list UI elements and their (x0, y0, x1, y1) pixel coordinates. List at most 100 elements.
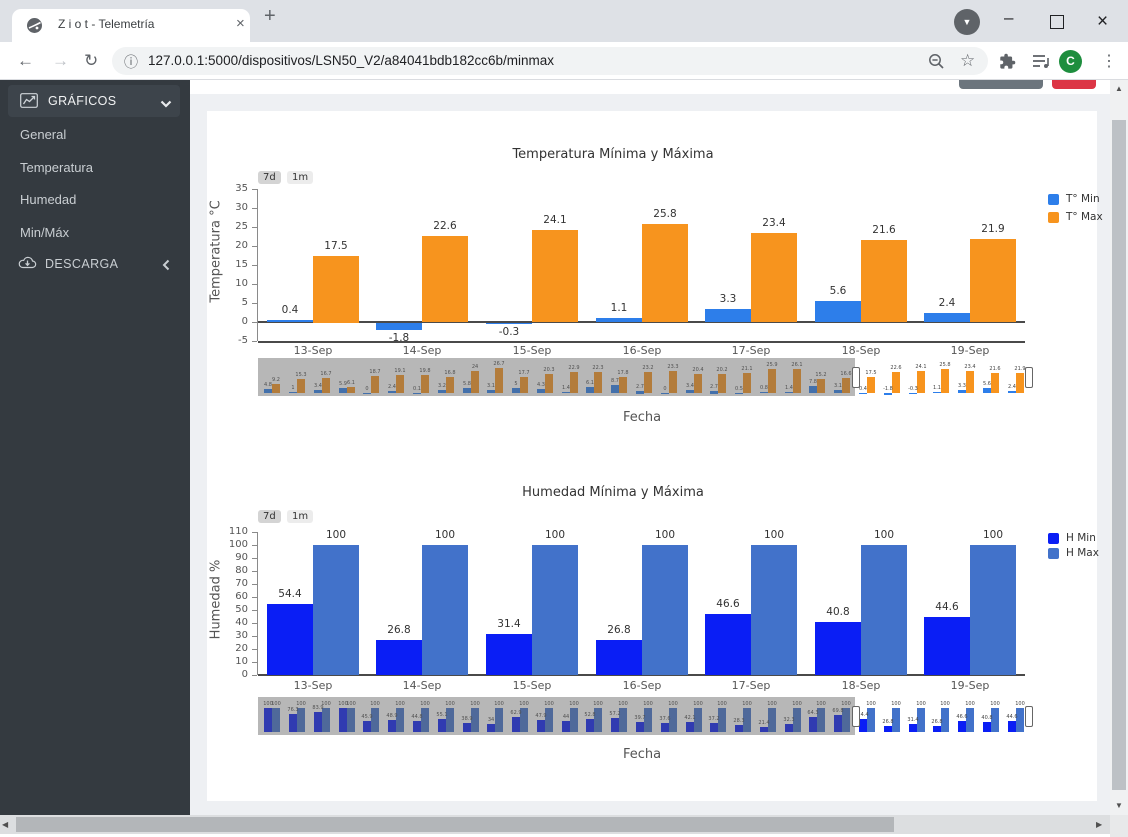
navigator-handle[interactable] (1025, 367, 1033, 388)
navigator-bar (842, 708, 850, 732)
hum-bar[interactable] (313, 545, 359, 675)
sidebar-item-general[interactable]: General (20, 127, 67, 142)
hum-bar[interactable] (751, 545, 797, 675)
hum-range-1m-button[interactable]: 1m (287, 510, 314, 523)
playlist-media-icon[interactable] (1032, 54, 1051, 74)
media-controls-button[interactable]: ▼ (954, 9, 980, 35)
hum-legend-max-label[interactable]: H Max (1066, 547, 1099, 559)
sidebar-header-graficos[interactable]: GRÁFICOS (8, 85, 180, 117)
horizontal-scrollbar-thumb[interactable] (16, 817, 894, 832)
hum-bar[interactable] (532, 545, 578, 675)
sidebar-header-label: GRÁFICOS (48, 94, 117, 108)
sidebar-item-humedad[interactable]: Humedad (20, 192, 77, 207)
temp-range-1m-button[interactable]: 1m (287, 171, 314, 184)
scroll-up-button[interactable]: ▲ (1115, 84, 1123, 93)
temp-legend-max-swatch[interactable] (1048, 212, 1059, 223)
navigator-bar-label: 57.2 (609, 711, 621, 717)
navigator-bar-label: 6.1 (586, 380, 594, 386)
navigator-bar (611, 385, 619, 393)
temp-bar[interactable] (313, 256, 359, 323)
scroll-right-button[interactable]: ▶ (1096, 820, 1103, 829)
hum-bar[interactable] (267, 604, 313, 675)
browser-tab[interactable]: Z i o t - Telemetría × (12, 9, 250, 42)
back-button[interactable]: ← (17, 51, 34, 70)
scroll-down-button[interactable]: ▼ (1115, 801, 1123, 810)
navigator-mask[interactable] (258, 697, 855, 735)
temp-bar[interactable] (376, 323, 422, 330)
temp-bar[interactable] (642, 224, 688, 322)
navigator-bar (917, 708, 925, 732)
hum-bar[interactable] (596, 640, 642, 675)
profile-avatar[interactable]: C (1059, 50, 1082, 73)
hum-x-tick-label: 15-Sep (512, 679, 552, 692)
forward-button[interactable]: → (52, 51, 69, 70)
zoom-out-icon[interactable] (928, 53, 945, 75)
secondary-button-partial[interactable] (959, 80, 1043, 89)
temp-legend-min-label[interactable]: T° Min (1066, 193, 1100, 205)
navigator-bar-label: 100 (346, 701, 356, 707)
sidebar-item-minmax[interactable]: Min/Máx (20, 225, 70, 240)
extensions-puzzle-icon[interactable] (999, 53, 1016, 75)
temp-bar[interactable] (486, 323, 532, 324)
favicon-globe-icon (26, 17, 43, 39)
temp-legend-min-swatch[interactable] (1048, 194, 1059, 205)
scroll-left-button[interactable]: ◀ (2, 820, 9, 829)
temp-bar[interactable] (970, 239, 1016, 322)
temp-bar-value-label: 3.3 (719, 293, 737, 305)
hum-bar[interactable] (486, 634, 532, 675)
hum-bar[interactable] (970, 545, 1016, 675)
temp-bar[interactable] (422, 236, 468, 322)
temp-bar[interactable] (532, 230, 578, 322)
hum-bar[interactable] (924, 617, 970, 675)
url-bar[interactable] (112, 47, 988, 75)
kebab-menu-icon[interactable]: ⋮ (1101, 53, 1117, 70)
sidebar-item-temperatura[interactable]: Temperatura (20, 160, 93, 175)
navigator-bar (314, 712, 322, 732)
navigator-bar-label: 21.4 (758, 720, 770, 726)
tab-close-icon[interactable]: × (236, 15, 245, 32)
navigator-handle[interactable] (852, 367, 860, 388)
hum-bar[interactable] (422, 545, 468, 675)
window-close-button[interactable]: × (1097, 11, 1109, 32)
temp-bar[interactable] (861, 240, 907, 322)
navigator-bar-label: 44.6 (1006, 714, 1018, 720)
navigator-bar (768, 369, 776, 393)
hum-bar[interactable] (705, 614, 751, 675)
navigator-bar-label: 3.4 (686, 383, 694, 389)
window-maximize-button[interactable] (1050, 15, 1064, 29)
temp-bar[interactable] (596, 318, 642, 322)
navigator-bar-label: 3.2 (438, 383, 446, 389)
navigator-bar-label: 24 (471, 364, 479, 370)
temp-legend-max-label[interactable]: T° Max (1066, 211, 1103, 223)
new-tab-button[interactable]: + (264, 5, 276, 27)
temp-bar[interactable] (924, 313, 970, 322)
tab-title: Z i o t - Telemetría (58, 17, 155, 31)
hum-bar[interactable] (376, 640, 422, 675)
danger-button-partial[interactable] (1052, 80, 1096, 89)
info-icon[interactable]: ⓘ (124, 54, 138, 70)
hum-legend-min-swatch[interactable] (1048, 533, 1059, 544)
hum-legend-min-label[interactable]: H Min (1066, 532, 1096, 544)
temp-bar[interactable] (751, 233, 797, 322)
navigator-bar (487, 390, 495, 393)
temp-bar[interactable] (705, 309, 751, 322)
navigator-bar-label: 2.4 (388, 384, 396, 390)
temp-bar[interactable] (815, 301, 861, 322)
reload-button[interactable]: ↻ (84, 51, 99, 70)
navigator-bar-label: -0.3 (908, 386, 918, 392)
temp-range-7d-button[interactable]: 7d (258, 171, 281, 184)
navigator-handle[interactable] (1025, 706, 1033, 727)
navigator-handle[interactable] (852, 706, 860, 727)
vertical-scrollbar-thumb[interactable] (1112, 120, 1126, 790)
navigator-mask[interactable] (258, 358, 855, 396)
hum-range-7d-button[interactable]: 7d (258, 510, 281, 523)
url-text[interactable]: 127.0.0.1:5000/dispositivos/LSN50_V2/a84… (148, 53, 555, 68)
hum-bar[interactable] (815, 622, 861, 675)
hum-legend-max-swatch[interactable] (1048, 548, 1059, 559)
temp-bar[interactable] (267, 320, 313, 322)
hum-bar[interactable] (861, 545, 907, 675)
sidebar-item-descarga[interactable]: DESCARGA (45, 257, 119, 271)
hum-bar[interactable] (642, 545, 688, 675)
window-minimize-button[interactable]: – (1004, 8, 1014, 27)
bookmark-star-icon[interactable]: ☆ (960, 51, 976, 70)
